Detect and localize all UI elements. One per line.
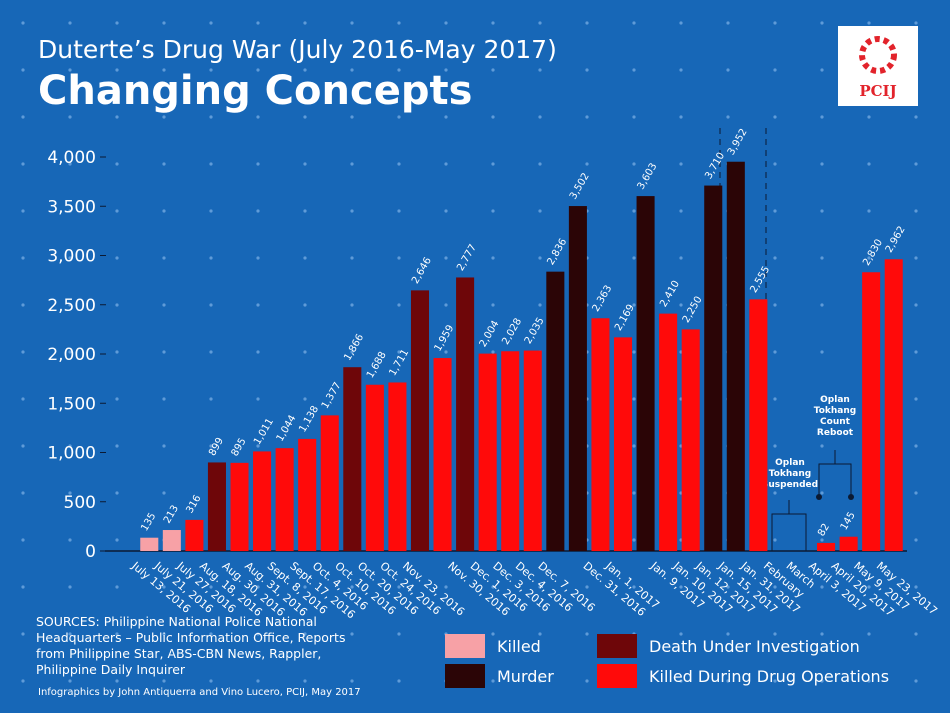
legend-label: Murder bbox=[497, 667, 554, 686]
bar bbox=[568, 206, 587, 552]
legend-swatch bbox=[445, 634, 485, 658]
bar bbox=[636, 196, 655, 552]
legend-label: Death Under Investigation bbox=[649, 637, 860, 656]
bar bbox=[320, 415, 339, 551]
annotation-text: Oplan Tokhang Count Reboot bbox=[813, 395, 857, 438]
legend-swatch bbox=[597, 664, 637, 688]
legend-swatch bbox=[597, 634, 637, 658]
chart-subtitle: Changing Concepts bbox=[38, 68, 472, 114]
bar bbox=[659, 313, 678, 551]
y-tick-label: 2,000 bbox=[47, 345, 96, 365]
bar bbox=[162, 530, 181, 551]
y-tick-label: 3,000 bbox=[47, 247, 96, 267]
bar bbox=[681, 329, 700, 551]
y-tick-label: 500 bbox=[64, 493, 96, 513]
annotation: Oplan Tokhang Count Reboot bbox=[813, 395, 857, 438]
bar bbox=[501, 351, 520, 551]
annotation-dot bbox=[816, 494, 822, 500]
bar bbox=[388, 382, 407, 551]
logo-text: PCIJ bbox=[859, 82, 896, 100]
bar bbox=[410, 290, 430, 551]
sources-text: SOURCES: Philippine National Police Nati… bbox=[36, 614, 346, 677]
bar bbox=[839, 536, 858, 551]
y-tick-label: 2,500 bbox=[47, 296, 96, 316]
bar bbox=[726, 161, 745, 551]
bar bbox=[275, 448, 294, 551]
bar bbox=[456, 277, 475, 551]
credit: Infographics by John Antiquerra and Vino… bbox=[38, 687, 361, 698]
bar bbox=[523, 350, 542, 551]
bar bbox=[433, 358, 452, 551]
bar bbox=[591, 318, 610, 551]
value-label: 82 bbox=[816, 522, 832, 539]
y-tick-label: 1,000 bbox=[47, 444, 96, 464]
bar bbox=[749, 299, 768, 551]
y-tick-label: 3,500 bbox=[47, 197, 96, 217]
annotation-bracket bbox=[818, 450, 852, 497]
sources: SOURCES: Philippine National Police Nati… bbox=[36, 614, 346, 677]
bar bbox=[704, 185, 723, 551]
legend: Killed Murder Death Under Investigation Kil… bbox=[445, 634, 889, 688]
annotation-text: Oplan Tokhang Suspended bbox=[761, 458, 819, 490]
bar bbox=[365, 384, 384, 551]
bar bbox=[185, 519, 204, 551]
bar bbox=[817, 542, 836, 551]
legend-label: Killed bbox=[497, 637, 541, 656]
bar bbox=[230, 462, 249, 551]
bar bbox=[613, 337, 633, 551]
legend-label: Killed During Drug Operations bbox=[649, 667, 889, 686]
bar bbox=[140, 537, 159, 551]
annotation-bracket bbox=[771, 500, 807, 551]
annotation-dot bbox=[848, 494, 854, 500]
bar bbox=[253, 451, 272, 551]
y-tick-label: 0 bbox=[85, 542, 96, 562]
bar bbox=[343, 367, 362, 551]
bar bbox=[884, 259, 903, 551]
bar bbox=[298, 438, 317, 551]
annotation: Oplan Tokhang Suspended bbox=[761, 458, 819, 490]
bar bbox=[207, 462, 226, 551]
bar bbox=[478, 353, 497, 551]
chart-title: Duterte’s Drug War (July 2016-May 2017) bbox=[38, 35, 557, 64]
logo-emblem bbox=[859, 36, 897, 74]
y-tick-label: 1,500 bbox=[47, 394, 96, 414]
bar bbox=[862, 272, 881, 551]
legend-swatch bbox=[445, 664, 485, 688]
y-tick-label: 4,000 bbox=[47, 148, 96, 168]
bar bbox=[546, 271, 565, 551]
